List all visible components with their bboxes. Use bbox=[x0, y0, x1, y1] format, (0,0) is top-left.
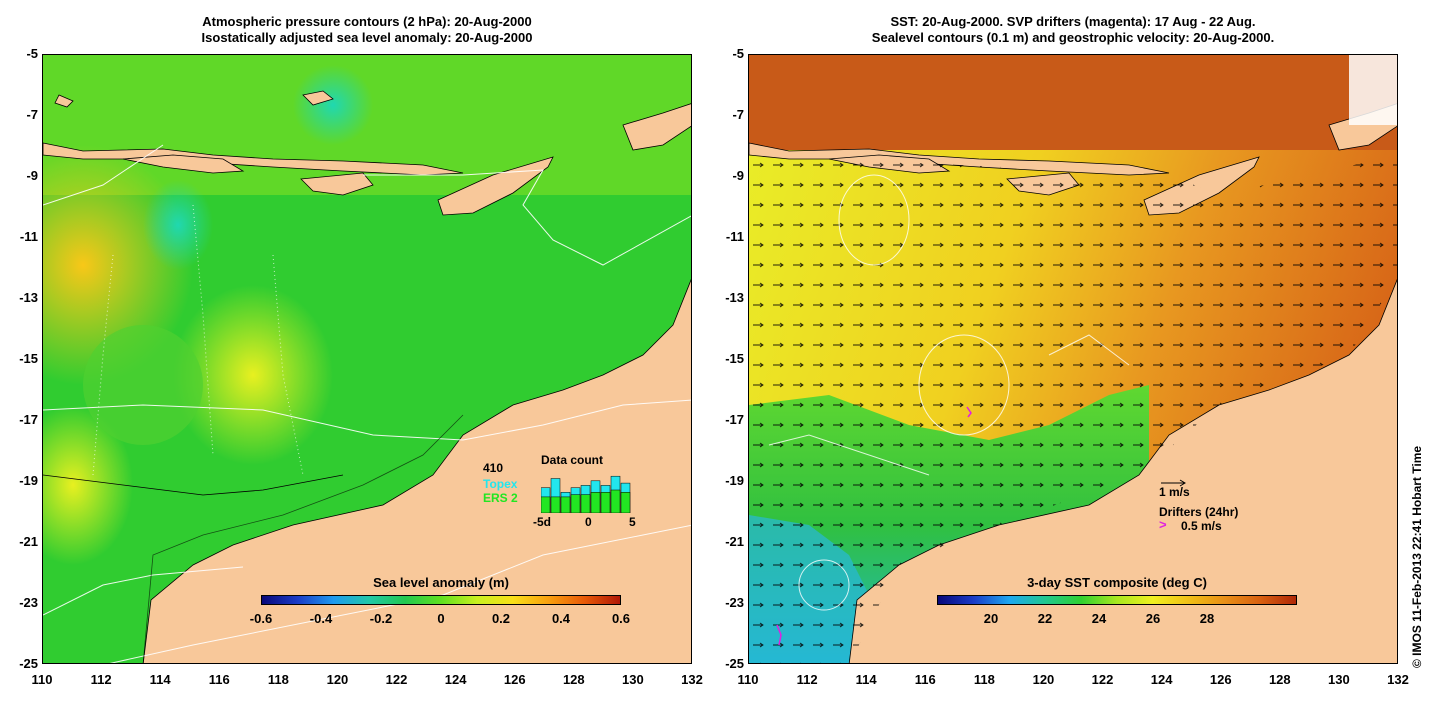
colorbar-tick-label: 0.2 bbox=[491, 611, 511, 626]
right-lon-tick: 116 bbox=[914, 672, 936, 687]
left-lat-tick: -19 bbox=[19, 473, 38, 488]
right-lon-tick: 124 bbox=[1150, 672, 1173, 687]
data-count-tick-5: 5 bbox=[629, 515, 636, 529]
data-count-bars bbox=[541, 475, 631, 513]
drifter-speed-label: 0.5 m/s bbox=[1181, 519, 1222, 533]
left-lon-tick: 122 bbox=[385, 672, 408, 687]
left-map-title: Atmospheric pressure contours (2 hPa): 2… bbox=[42, 14, 692, 46]
left-lat-tick: -9 bbox=[26, 168, 38, 183]
left-lat-tick: -23 bbox=[19, 595, 38, 610]
left-lon-tick: 130 bbox=[622, 672, 644, 687]
ers2-count-bar bbox=[620, 492, 631, 513]
ers2-count-bar bbox=[600, 492, 611, 513]
right-lon-tick: 130 bbox=[1328, 672, 1350, 687]
colorbar-tick-label: 0.4 bbox=[551, 611, 571, 626]
sst-colorbar-label: 3-day SST composite (deg C) bbox=[1027, 575, 1207, 590]
drifter-arrow-icon: > bbox=[1159, 517, 1167, 532]
colorbar-tick-label: 0.6 bbox=[611, 611, 631, 626]
right-lat-tick: -19 bbox=[725, 473, 744, 488]
sst-colorbar bbox=[937, 595, 1297, 605]
ers2-label: ERS 2 bbox=[483, 491, 518, 505]
left-lon-tick: 110 bbox=[31, 672, 53, 687]
left-lat-tick: -25 bbox=[19, 656, 38, 671]
left-lon-tick: 124 bbox=[444, 672, 467, 687]
left-lon-tick: 132 bbox=[681, 672, 703, 687]
colorbar-tick-label: 22 bbox=[1037, 611, 1053, 626]
right-lon-tick: 132 bbox=[1387, 672, 1409, 687]
right-lon-tick: 120 bbox=[1032, 672, 1055, 687]
topex-count-bar bbox=[550, 478, 561, 513]
ers2-count-bar bbox=[560, 496, 571, 513]
topex-label: Topex bbox=[483, 477, 518, 491]
right-lon-tick: 126 bbox=[1209, 672, 1232, 687]
ers2-count-bar bbox=[570, 494, 581, 513]
data-count-inset: 410 Data count Topex ERS 2 -5d 0 5 bbox=[483, 453, 653, 533]
left-lon-tick: 114 bbox=[149, 672, 171, 687]
right-lon-tick: 112 bbox=[796, 672, 818, 687]
left-lat-tick: -15 bbox=[19, 351, 38, 366]
colorbar-tick-label: 28 bbox=[1199, 611, 1215, 626]
ers2-count-bar bbox=[550, 496, 561, 513]
right-lat-tick: -11 bbox=[725, 229, 744, 244]
left-lon-tick: 116 bbox=[208, 672, 230, 687]
left-lat-tick: -21 bbox=[19, 534, 38, 549]
right-lat-tick: -7 bbox=[732, 107, 744, 122]
data-count-title: Data count bbox=[541, 453, 604, 467]
right-title-line2: Sealevel contours (0.1 m) and geostrophi… bbox=[871, 30, 1275, 45]
left-lat-tick: -5 bbox=[26, 46, 38, 61]
left-lat-tick: -7 bbox=[26, 107, 38, 122]
left-title-line1: Atmospheric pressure contours (2 hPa): 2… bbox=[202, 14, 532, 29]
sea-level-anomaly-map[interactable]: 410 Data count Topex ERS 2 -5d 0 5 Sea l… bbox=[42, 54, 692, 664]
right-lat-tick: -5 bbox=[732, 46, 744, 61]
right-lon-tick: 122 bbox=[1091, 672, 1114, 687]
sea-level-colorbar bbox=[261, 595, 621, 605]
left-lon-tick: 120 bbox=[326, 672, 349, 687]
right-map-title: SST: 20-Aug-2000. SVP drifters (magenta)… bbox=[748, 14, 1398, 46]
colorbar-tick-label: 24 bbox=[1091, 611, 1107, 626]
colorbar-tick-label: 20 bbox=[983, 611, 999, 626]
right-lat-tick: -15 bbox=[725, 351, 744, 366]
left-lon-tick: 126 bbox=[503, 672, 526, 687]
velocity-scale-label: 1 m/s bbox=[1159, 485, 1190, 499]
left-title-line2: Isostatically adjusted sea level anomaly… bbox=[201, 30, 533, 45]
sst-colorbar-ticks: 20 22 24 26 28 bbox=[937, 611, 1297, 627]
sst-map-graphic bbox=[749, 55, 1397, 663]
right-lat-tick: -9 bbox=[732, 168, 744, 183]
ers2-count-bar bbox=[541, 496, 551, 513]
velocity-scale-arrow-icon bbox=[1159, 475, 1189, 487]
right-lat-tick: -13 bbox=[725, 290, 744, 305]
colorbar-tick-label: -0.6 bbox=[249, 611, 273, 626]
colorbar-tick-label: 0 bbox=[437, 611, 445, 626]
ers2-count-bar bbox=[610, 489, 621, 513]
ers2-count-bar bbox=[580, 494, 591, 513]
right-lat-tick: -23 bbox=[725, 595, 744, 610]
right-lon-tick: 118 bbox=[973, 672, 995, 687]
sst-map[interactable]: 1 m/s Drifters (24hr) > 0.5 m/s 3-day SS… bbox=[748, 54, 1398, 664]
imos-credit: © IMOS 11-Feb-2013 22:41 Hobart Time bbox=[1410, 445, 1424, 668]
left-lat-tick: -11 bbox=[19, 229, 38, 244]
right-lat-tick: -17 bbox=[725, 412, 744, 427]
left-lat-tick: -17 bbox=[19, 412, 38, 427]
right-lon-tick: 110 bbox=[737, 672, 759, 687]
left-lon-tick: 118 bbox=[267, 672, 289, 687]
sea-level-colorbar-label: Sea level anomaly (m) bbox=[373, 575, 509, 590]
data-count-tick-neg5: -5d bbox=[533, 515, 551, 529]
data-count-tick-0: 0 bbox=[585, 515, 592, 529]
left-lon-tick: 112 bbox=[90, 672, 112, 687]
right-lon-tick: 128 bbox=[1268, 672, 1291, 687]
right-lat-tick: -21 bbox=[725, 534, 744, 549]
drifters-legend-label: Drifters (24hr) bbox=[1159, 505, 1239, 519]
right-lat-tick: -25 bbox=[725, 656, 744, 671]
ers2-count-bar bbox=[590, 492, 601, 513]
left-lat-tick: -13 bbox=[19, 290, 38, 305]
colorbar-tick-label: -0.2 bbox=[369, 611, 393, 626]
colorbar-tick-label: -0.4 bbox=[309, 611, 333, 626]
sea-level-colorbar-ticks: -0.6 -0.4 -0.2 0 0.2 0.4 0.6 bbox=[250, 611, 630, 627]
sea-level-map-graphic bbox=[43, 55, 691, 663]
colorbar-tick-label: 26 bbox=[1145, 611, 1161, 626]
data-count-value: 410 bbox=[483, 461, 504, 475]
right-lon-tick: 114 bbox=[855, 672, 877, 687]
right-title-line1: SST: 20-Aug-2000. SVP drifters (magenta)… bbox=[890, 14, 1256, 29]
left-lon-tick: 128 bbox=[562, 672, 585, 687]
